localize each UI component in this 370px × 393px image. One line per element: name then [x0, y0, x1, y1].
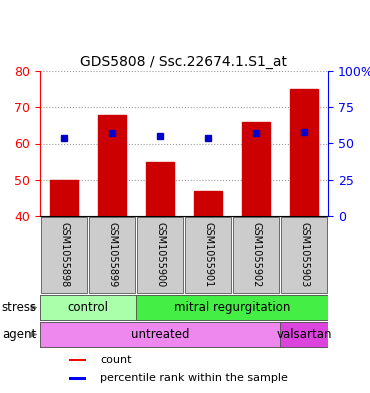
Text: valsartan: valsartan — [276, 328, 332, 341]
FancyBboxPatch shape — [185, 217, 231, 293]
FancyBboxPatch shape — [281, 217, 327, 293]
Text: control: control — [67, 301, 108, 314]
Title: GDS5808 / Ssc.22674.1.S1_at: GDS5808 / Ssc.22674.1.S1_at — [81, 55, 287, 69]
Text: GSM1055902: GSM1055902 — [251, 222, 261, 288]
Text: mitral regurgitation: mitral regurgitation — [174, 301, 290, 314]
Bar — [69, 377, 86, 380]
FancyBboxPatch shape — [137, 217, 183, 293]
FancyBboxPatch shape — [41, 217, 87, 293]
Text: GSM1055901: GSM1055901 — [203, 222, 213, 288]
FancyBboxPatch shape — [233, 217, 279, 293]
Text: untreated: untreated — [131, 328, 189, 341]
Text: GSM1055899: GSM1055899 — [107, 222, 117, 288]
Bar — [146, 162, 174, 216]
Bar — [69, 358, 86, 361]
Text: agent: agent — [2, 328, 36, 341]
Bar — [50, 180, 78, 216]
Text: GSM1055900: GSM1055900 — [155, 222, 165, 288]
FancyBboxPatch shape — [136, 294, 328, 320]
Text: stress: stress — [2, 301, 37, 314]
FancyBboxPatch shape — [40, 294, 136, 320]
Text: count: count — [101, 355, 132, 365]
Text: GSM1055898: GSM1055898 — [59, 222, 69, 288]
Text: percentile rank within the sample: percentile rank within the sample — [101, 373, 288, 383]
FancyBboxPatch shape — [40, 321, 280, 347]
Bar — [290, 89, 319, 216]
Bar — [98, 114, 127, 216]
Bar — [194, 191, 222, 216]
FancyBboxPatch shape — [89, 217, 135, 293]
Bar — [242, 122, 270, 216]
Text: GSM1055903: GSM1055903 — [299, 222, 309, 288]
FancyBboxPatch shape — [280, 321, 328, 347]
